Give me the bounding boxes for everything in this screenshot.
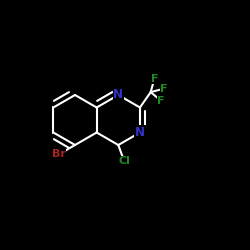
Text: N: N bbox=[113, 88, 123, 102]
Text: F: F bbox=[160, 84, 168, 94]
Text: N: N bbox=[135, 126, 145, 139]
Text: Br: Br bbox=[52, 149, 66, 160]
Text: F: F bbox=[158, 96, 165, 106]
Text: Cl: Cl bbox=[118, 156, 130, 166]
Text: F: F bbox=[150, 74, 158, 84]
